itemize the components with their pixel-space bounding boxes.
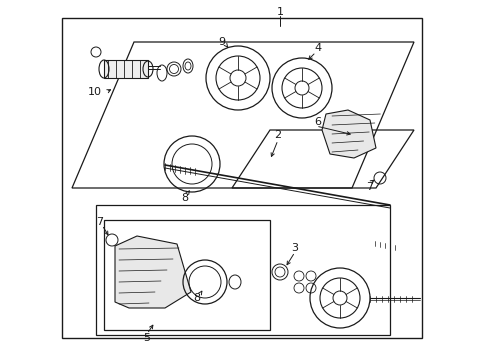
Polygon shape	[104, 60, 148, 78]
Text: 4: 4	[314, 43, 321, 53]
Text: 1: 1	[276, 7, 283, 17]
Text: 2: 2	[274, 130, 281, 140]
Text: 10: 10	[88, 87, 102, 97]
Text: 7: 7	[96, 217, 103, 227]
Text: 8: 8	[193, 293, 200, 303]
Polygon shape	[115, 236, 191, 308]
Bar	[62, 18, 421, 338]
Text: 7: 7	[366, 182, 373, 192]
Text: 9: 9	[218, 37, 225, 47]
Text: 8: 8	[181, 193, 188, 203]
Text: 5: 5	[143, 333, 150, 343]
Text: 6: 6	[314, 117, 321, 127]
Text: 3: 3	[291, 243, 298, 253]
Polygon shape	[321, 110, 375, 158]
